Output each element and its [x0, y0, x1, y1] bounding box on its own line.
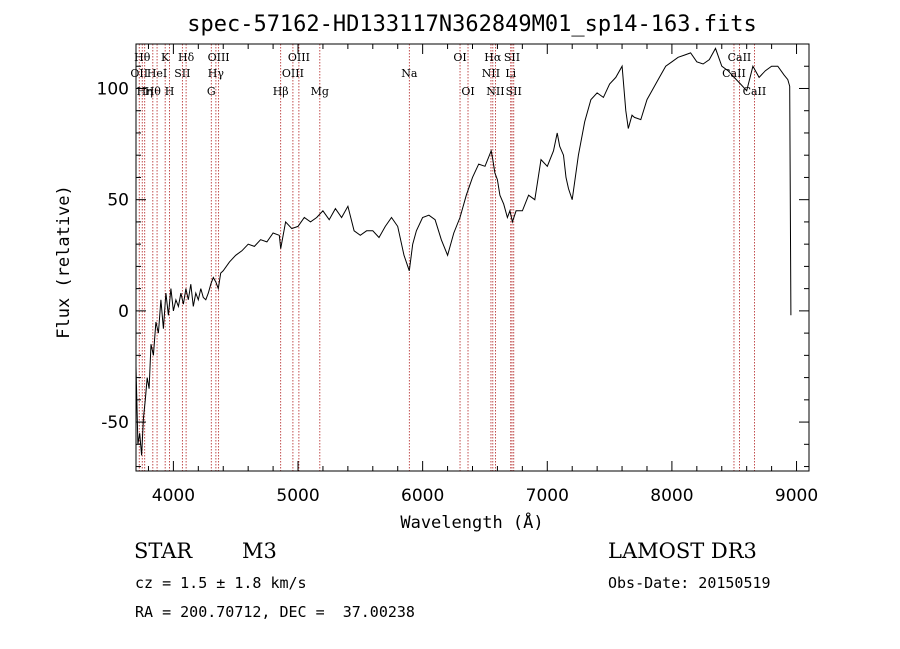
- redshift-text: cz = 1.5 ± 1.8 km/s: [135, 574, 307, 592]
- y-tick-label: 100: [97, 79, 129, 99]
- line-label: H: [165, 85, 175, 98]
- line-label: Na: [401, 67, 418, 80]
- line-label: NII: [482, 67, 500, 80]
- line-label: OIII: [282, 67, 304, 80]
- line-label: OI: [461, 85, 474, 98]
- spectrum-line: [135, 47, 792, 456]
- line-label: CaII: [743, 85, 767, 98]
- line-label: OIII: [208, 51, 230, 64]
- line-label: G: [207, 85, 216, 98]
- y-tick-label: -50: [101, 413, 129, 433]
- line-label: HeI: [147, 67, 167, 80]
- line-label: Mg: [311, 85, 329, 98]
- survey-name: LAMOST DR3: [608, 539, 757, 563]
- line-label: SII: [506, 85, 522, 98]
- line-label: Hβ: [273, 85, 289, 98]
- obs-date-text: Obs-Date: 20150519: [608, 574, 771, 592]
- chart-title: spec-57162-HD133117N362849M01_sp14-163.f…: [187, 12, 757, 37]
- x-axis-label: Wavelength (Å): [400, 511, 543, 533]
- spectral-line-labels: OIIHθHηHθHeIKHSIIHδGHγOIIIHβOIIIOIIIMgNa…: [130, 51, 766, 98]
- x-tick-label: 7000: [526, 486, 569, 506]
- x-axis-ticks: 4000 5000 6000 7000 8000 9000: [147, 44, 818, 506]
- x-tick-label: 5000: [276, 486, 319, 506]
- y-tick-label: 0: [118, 302, 129, 322]
- line-label: OIII: [288, 51, 310, 64]
- line-label: Hθ: [145, 85, 162, 98]
- line-label: CaII: [728, 51, 752, 64]
- x-tick-label: 9000: [775, 486, 818, 506]
- y-axis-ticks: -50 0 50 100: [97, 65, 809, 468]
- line-label: OI: [453, 51, 466, 64]
- y-axis-label: Flux (relative): [54, 185, 74, 339]
- line-label: Hθ: [134, 51, 151, 64]
- plot-frame: [135, 43, 810, 472]
- line-label: Hδ: [178, 51, 195, 64]
- line-label: SII: [174, 67, 190, 80]
- x-tick-label: 8000: [650, 486, 693, 506]
- x-tick-label: 6000: [401, 486, 444, 506]
- x-tick-label: 4000: [152, 486, 195, 506]
- coordinates-text: RA = 200.70712, DEC = 37.00238: [135, 603, 415, 621]
- y-tick-label: 50: [107, 191, 129, 211]
- line-label: NII: [486, 85, 504, 98]
- object-subclass: M3: [242, 539, 277, 563]
- spectral-line-markers: [138, 44, 755, 471]
- object-class: STAR: [134, 539, 193, 563]
- line-label: Li: [505, 67, 516, 80]
- line-label: Hγ: [208, 67, 225, 80]
- line-label: Hα: [484, 51, 502, 64]
- line-label: K: [161, 51, 170, 64]
- line-label: SII: [504, 51, 520, 64]
- line-label: OII: [130, 67, 148, 80]
